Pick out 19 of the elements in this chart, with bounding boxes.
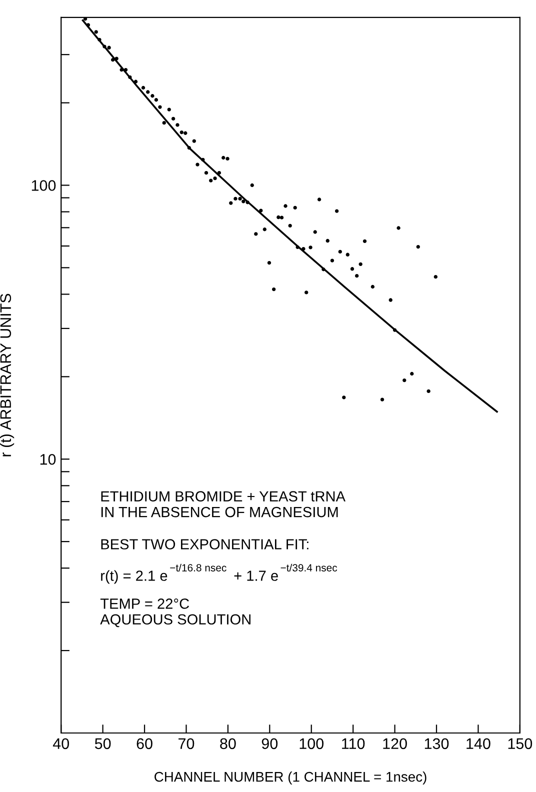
x-axis-title: CHANNEL NUMBER (1 CHANNEL = 1nsec) — [154, 772, 426, 784]
annotation: r(t) = 2.1 e−t/16.8 nsec + 1.7 e−t/39.4 nsec — [101, 564, 338, 584]
x-tick-label: 150 — [508, 738, 532, 750]
y-tick-label: 10 — [40, 454, 56, 465]
x-tick-label: 80 — [220, 738, 236, 750]
x-tick-label: 60 — [136, 738, 152, 750]
annotation: ETHIDIUM BROMIDE + YEAST tRNA IN THE ABSENCE OF MAGNESIUM — [101, 491, 346, 518]
annotation: BEST TWO EXPONENTIAL FIT: — [101, 539, 308, 550]
x-tick-label: 100 — [300, 738, 324, 750]
x-tick-label: 90 — [262, 738, 278, 750]
x-tick-label: 50 — [94, 738, 111, 750]
x-tick-label: 140 — [466, 738, 490, 750]
x-tick-label: 110 — [342, 738, 365, 750]
annotation: TEMP = 22°C AQUEOUS SOLUTION — [100, 598, 250, 628]
x-tick-label: 40 — [52, 738, 70, 750]
y-axis-title: r (t) ARBITRARY UNITS — [0, 294, 14, 456]
x-tick-label: 120 — [383, 738, 407, 750]
x-tick-label: 70 — [178, 738, 194, 750]
x-tick-label: 130 — [424, 738, 449, 750]
